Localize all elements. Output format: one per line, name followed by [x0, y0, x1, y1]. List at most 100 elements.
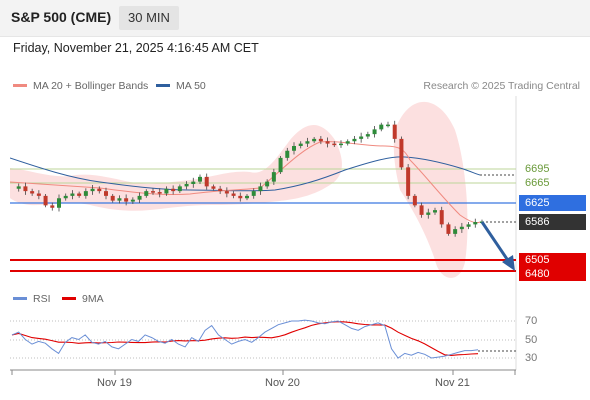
- candlesticks: [16, 120, 484, 237]
- candle-body: [372, 129, 377, 135]
- candle-body: [278, 157, 283, 173]
- candle-body: [23, 186, 28, 192]
- candle-body: [359, 136, 364, 139]
- candle-body: [50, 205, 55, 208]
- candle-body: [198, 176, 202, 182]
- candle-body: [177, 186, 182, 192]
- legend-ma50: MA 50: [156, 80, 206, 92]
- candle-body: [104, 191, 108, 196]
- candle-body: [312, 138, 317, 142]
- candle-body: [392, 124, 397, 139]
- candle-body: [245, 195, 249, 199]
- candle-body: [305, 141, 310, 144]
- candle-body: [325, 141, 330, 144]
- x-label-nov19: Nov 19: [97, 377, 132, 389]
- candle-body: [345, 141, 350, 144]
- rsi-ma9-line: [11, 321, 479, 356]
- instrument-title: S&P 500 (CME): [11, 9, 112, 25]
- candle-body: [453, 229, 458, 234]
- candle-body: [63, 195, 68, 199]
- candle-body: [412, 195, 417, 206]
- candle-body: [258, 186, 263, 192]
- legend-ma20: MA 20 + Bollinger Bands: [13, 80, 148, 92]
- candle-body: [97, 188, 102, 192]
- resistance-lines: [10, 168, 516, 184]
- candle-body: [57, 198, 61, 208]
- candle-body: [224, 191, 229, 194]
- candle-body: [473, 222, 478, 225]
- candle-body: [292, 146, 296, 151]
- legend-ma50-label: MA 50: [176, 80, 206, 92]
- candle-body: [399, 138, 404, 168]
- candle-body: [386, 124, 390, 127]
- candle-body: [466, 224, 471, 227]
- rsi-line: [11, 319, 479, 359]
- candle-body: [265, 181, 270, 187]
- level-label-6695: 6695: [525, 163, 550, 175]
- candle-body: [285, 150, 290, 158]
- forecast-arrow-icon: [480, 221, 515, 271]
- last-price-label: 6586: [519, 214, 586, 230]
- x-label-nov20: Nov 20: [265, 377, 300, 389]
- rsi-pane: [10, 319, 516, 359]
- candle-body: [30, 191, 35, 194]
- candle-body: [157, 192, 162, 194]
- candle-body: [137, 195, 142, 200]
- candle-body: [419, 205, 424, 215]
- legend-ma9: 9MA: [62, 293, 104, 305]
- ma20-swatch-icon: [13, 83, 27, 87]
- candle-body: [110, 195, 115, 201]
- candle-body: [83, 191, 88, 196]
- candle-body: [124, 198, 129, 202]
- ma50-line: [10, 156, 481, 192]
- ma50-swatch-icon: [156, 83, 170, 87]
- timeframe-button[interactable]: 30 MIN: [119, 6, 179, 30]
- support-lines: [10, 259, 516, 272]
- candle-body: [318, 138, 323, 142]
- candle-body: [439, 210, 444, 225]
- candle-body: [271, 172, 276, 182]
- candle-body: [379, 124, 384, 130]
- candle-body: [70, 193, 75, 196]
- chart-datetime: Friday, November 21, 2025 4:16:45 AM CET: [13, 41, 259, 55]
- legend-ma20-label: MA 20 + Bollinger Bands: [33, 80, 149, 92]
- legend-ma9-label: 9MA: [82, 293, 104, 305]
- candle-body: [218, 188, 223, 192]
- time-axis-ticks: [11, 370, 516, 375]
- rsi-swatch-icon: [13, 296, 27, 300]
- candle-body: [332, 143, 337, 146]
- rsi-scale-50: 50: [525, 334, 538, 346]
- rsi-scale-70: 70: [525, 315, 538, 327]
- candle-body: [211, 186, 216, 189]
- ma20-line: [10, 141, 481, 224]
- candle-body: [151, 191, 155, 193]
- candle-body: [36, 193, 41, 196]
- candle-body: [231, 193, 236, 196]
- candle-body: [406, 167, 411, 196]
- rsi-scale-30: 30: [525, 352, 538, 364]
- support-label-6480: 6480: [525, 268, 550, 280]
- candle-body: [191, 181, 196, 184]
- candle-body: [117, 198, 122, 201]
- candle-body: [446, 224, 451, 234]
- pivot-label: 6625: [519, 195, 586, 211]
- candle-body: [365, 134, 370, 137]
- candle-body: [171, 188, 176, 192]
- candle-body: [352, 138, 357, 142]
- candle-body: [90, 188, 95, 192]
- candle-body: [204, 176, 209, 187]
- candle-body: [77, 193, 82, 196]
- chart-header: S&P 500 (CME) 30 MIN: [0, 0, 590, 37]
- candle-body: [433, 210, 437, 213]
- candle-body: [43, 195, 48, 206]
- level-label-6665: 6665: [525, 177, 550, 189]
- candle-body: [238, 195, 243, 199]
- candle-body: [339, 143, 343, 146]
- x-label-nov21: Nov 21: [435, 377, 470, 389]
- candle-body: [459, 226, 464, 230]
- candle-body: [144, 191, 149, 196]
- candle-body: [16, 186, 21, 189]
- candle-body: [251, 191, 256, 196]
- legend-rsi: RSI: [13, 293, 51, 305]
